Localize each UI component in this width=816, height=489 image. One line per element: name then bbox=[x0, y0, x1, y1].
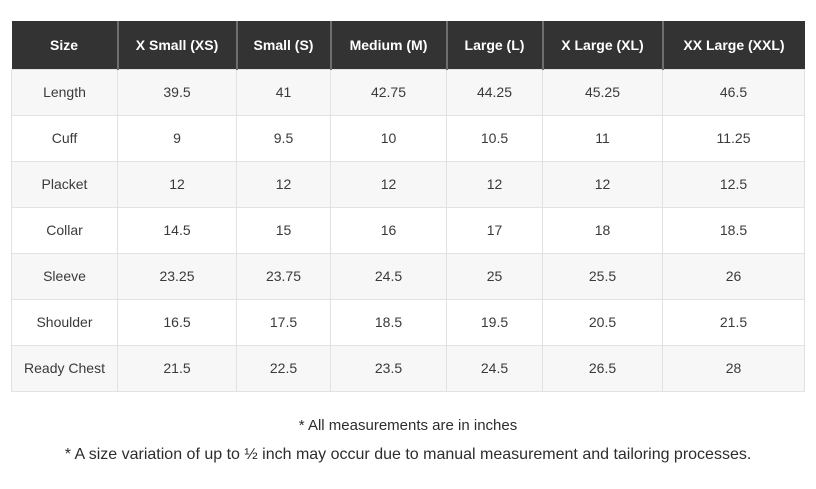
value-cell: 20.5 bbox=[542, 298, 663, 346]
table-row: Shoulder 16.5 17.5 18.5 19.5 20.5 21.5 bbox=[11, 298, 805, 346]
table-row: Length 39.5 41 42.75 44.25 45.25 46.5 bbox=[11, 68, 805, 116]
value-cell: 21.5 bbox=[117, 344, 237, 392]
value-cell: 26.5 bbox=[542, 344, 663, 392]
value-cell: 12 bbox=[117, 160, 237, 208]
value-cell: 26 bbox=[662, 252, 805, 300]
header-cell: XX Large (XXL) bbox=[661, 21, 805, 69]
value-cell: 10 bbox=[330, 114, 447, 162]
value-cell: 42.75 bbox=[330, 68, 447, 116]
value-cell: 14.5 bbox=[117, 206, 237, 254]
header-cell: Large (L) bbox=[445, 21, 543, 69]
value-cell: 25.5 bbox=[542, 252, 663, 300]
value-cell: 17 bbox=[446, 206, 543, 254]
table-row: Ready Chest 21.5 22.5 23.5 24.5 26.5 28 bbox=[11, 344, 805, 392]
row-label-cell: Cuff bbox=[11, 114, 118, 162]
value-cell: 9 bbox=[117, 114, 237, 162]
value-cell: 11.25 bbox=[662, 114, 805, 162]
header-cell: Small (S) bbox=[235, 21, 331, 69]
row-label-cell: Sleeve bbox=[11, 252, 118, 300]
size-chart-section: Size X Small (XS) Small (S) Medium (M) Large… bbox=[0, 21, 816, 464]
table-row: Collar 14.5 15 16 17 18 18.5 bbox=[11, 206, 805, 254]
row-label-cell: Ready Chest bbox=[11, 344, 118, 392]
value-cell: 45.25 bbox=[542, 68, 663, 116]
value-cell: 39.5 bbox=[117, 68, 237, 116]
value-cell: 24.5 bbox=[446, 344, 543, 392]
value-cell: 24.5 bbox=[330, 252, 447, 300]
value-cell: 16 bbox=[330, 206, 447, 254]
value-cell: 23.25 bbox=[117, 252, 237, 300]
value-cell: 25 bbox=[446, 252, 543, 300]
value-cell: 23.75 bbox=[236, 252, 331, 300]
value-cell: 21.5 bbox=[662, 298, 805, 346]
header-cell-size: Size bbox=[11, 21, 118, 69]
header-cell: X Small (XS) bbox=[116, 21, 237, 69]
value-cell: 15 bbox=[236, 206, 331, 254]
note-size-variation: * A size variation of up to ½ inch may o… bbox=[64, 445, 752, 463]
value-cell: 10.5 bbox=[446, 114, 543, 162]
value-cell: 18 bbox=[542, 206, 663, 254]
size-chart-body: Length 39.5 41 42.75 44.25 45.25 46.5 Cuff 9 9.5 1… bbox=[11, 68, 805, 392]
value-cell: 12 bbox=[236, 160, 331, 208]
header-cell: Medium (M) bbox=[329, 21, 447, 69]
table-row: Cuff 9 9.5 10 10.5 11 11.25 bbox=[11, 114, 805, 162]
value-cell: 18.5 bbox=[662, 206, 805, 254]
table-row: Placket 12 12 12 12 12 12.5 bbox=[11, 160, 805, 208]
size-chart-table: Size X Small (XS) Small (S) Medium (M) Large… bbox=[11, 21, 805, 392]
value-cell: 17.5 bbox=[236, 298, 331, 346]
row-label-cell: Shoulder bbox=[11, 298, 118, 346]
value-cell: 12.5 bbox=[662, 160, 805, 208]
value-cell: 28 bbox=[662, 344, 805, 392]
value-cell: 46.5 bbox=[662, 68, 805, 116]
table-row: Sleeve 23.25 23.75 24.5 25 25.5 26 bbox=[11, 252, 805, 300]
header-row: Size X Small (XS) Small (S) Medium (M) Large… bbox=[11, 21, 805, 69]
value-cell: 19.5 bbox=[446, 298, 543, 346]
measurement-notes: * All measurements are in inches * A siz… bbox=[0, 417, 816, 464]
value-cell: 12 bbox=[542, 160, 663, 208]
value-cell: 22.5 bbox=[236, 344, 331, 392]
header-cell: X Large (XL) bbox=[541, 21, 663, 69]
value-cell: 41 bbox=[236, 68, 331, 116]
row-label-cell: Placket bbox=[11, 160, 118, 208]
note-measurements-in-inches: * All measurements are in inches bbox=[298, 416, 518, 434]
row-label-cell: Collar bbox=[11, 206, 118, 254]
size-chart-header: Size X Small (XS) Small (S) Medium (M) Large… bbox=[11, 21, 805, 69]
value-cell: 44.25 bbox=[446, 68, 543, 116]
value-cell: 16.5 bbox=[117, 298, 237, 346]
row-label-cell: Length bbox=[11, 68, 118, 116]
value-cell: 9.5 bbox=[236, 114, 331, 162]
value-cell: 23.5 bbox=[330, 344, 447, 392]
value-cell: 18.5 bbox=[330, 298, 447, 346]
value-cell: 11 bbox=[542, 114, 663, 162]
value-cell: 12 bbox=[330, 160, 447, 208]
value-cell: 12 bbox=[446, 160, 543, 208]
